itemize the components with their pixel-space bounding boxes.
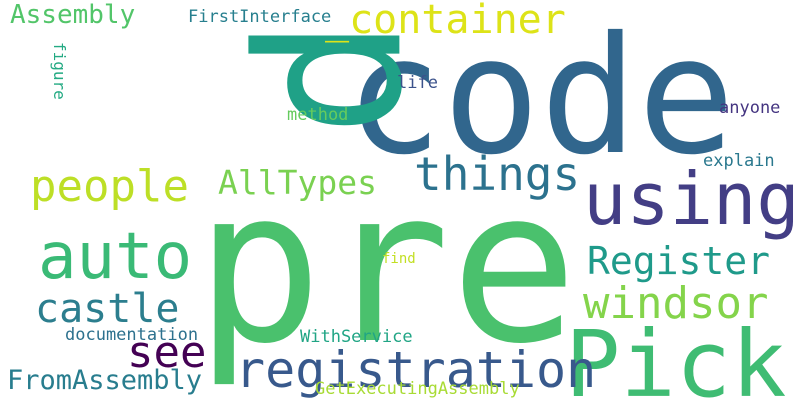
word-firstinterface: FirstInterface	[188, 7, 331, 27]
word-documentation: documentation	[65, 325, 198, 345]
word-figure: figure	[50, 42, 69, 100]
word-code: code	[345, 3, 735, 191]
word-life: life	[397, 73, 438, 93]
word-p: p	[242, 17, 475, 137]
word-explain: explain	[703, 151, 775, 171]
word-see: see	[127, 327, 206, 378]
word-pick: Pick	[565, 311, 787, 400]
word-find: find	[382, 251, 416, 267]
word-container: _container	[325, 0, 566, 43]
word-method: method	[287, 105, 348, 125]
word-auto: auto	[38, 220, 192, 294]
word-registration: registration	[235, 341, 596, 399]
word-castle: castle	[35, 286, 180, 332]
word-assembly: Assembly	[10, 0, 135, 30]
word-withservice: WithService	[300, 327, 413, 347]
word-people: people	[30, 161, 189, 212]
word-getexecutingassembly: GetExecutingAssembly	[315, 379, 520, 399]
word-register: Register	[587, 239, 770, 283]
word-fromassembly: FromAssembly	[7, 365, 202, 396]
word-pre: pre	[195, 143, 578, 390]
word-alltypes: AllTypes	[218, 163, 377, 202]
word-anyone: anyone	[719, 98, 780, 118]
word-windsor: windsor	[583, 278, 768, 329]
word-things: things	[414, 147, 580, 201]
word-using: using	[583, 157, 800, 241]
